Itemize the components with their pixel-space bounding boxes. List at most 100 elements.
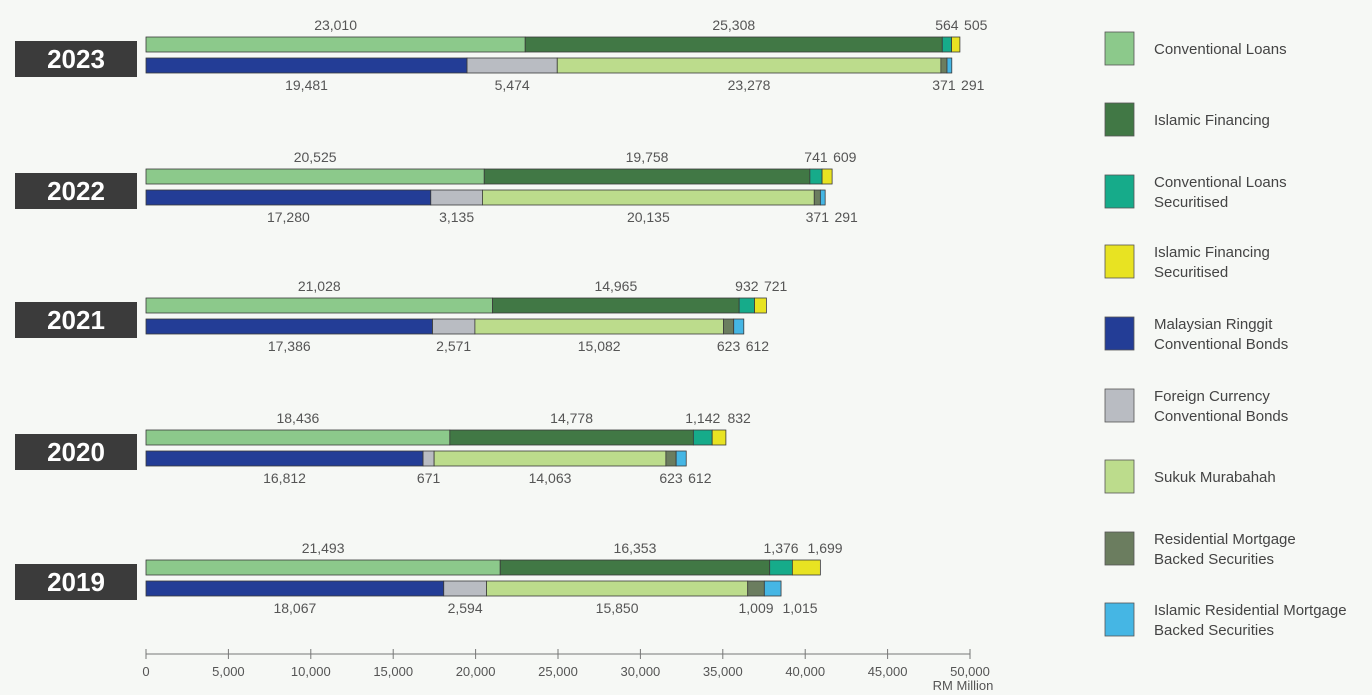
data-label: 1,376 [764, 540, 799, 556]
data-label: 1,009 [738, 600, 773, 616]
data-label: 3,135 [439, 209, 474, 225]
bar-segment-conv_loans [145, 559, 501, 576]
bar-segment-fx_bonds [443, 580, 487, 597]
legend-swatch [1104, 602, 1135, 637]
year-group-2022: 2022 20,525 19,758 741 609 17,280 3,135 20,135 3… [15, 149, 858, 225]
legend-item-sukuk: Sukuk Murabahah [1104, 459, 1276, 494]
data-label: 1,015 [782, 600, 817, 616]
bar-segment-islamic_fin_sec [791, 559, 821, 576]
bar-segment-islamic_fin [524, 36, 943, 53]
data-label: 14,778 [550, 410, 593, 426]
bar-segment-irmbs [733, 318, 745, 335]
bar-segment-sukuk [486, 580, 749, 597]
legend-swatch [1104, 531, 1135, 566]
year-badge [15, 564, 137, 600]
bar-segment-irmbs [675, 450, 687, 467]
legend-label: Conventional Bonds [1154, 336, 1288, 353]
year-group-2019: 2019 21,493 16,353 1,376 1,699 18,067 2,594 15,… [15, 540, 843, 616]
legend-swatch [1104, 316, 1135, 351]
data-label: 20,525 [294, 149, 337, 165]
legend-label: Conventional Bonds [1154, 408, 1288, 425]
bar-segment-sukuk [474, 318, 724, 335]
legend-item-irmbs: Islamic Residential Mortgage Backed Secur… [1104, 602, 1347, 639]
bar-segment-islamic_fin [449, 429, 694, 446]
x-tick-label: 50,000 [950, 664, 990, 679]
legend-item-conv_loans: Conventional Loans [1104, 31, 1287, 66]
data-label: 25,308 [712, 17, 755, 33]
legend-item-islamic_fin_sec: Islamic Financing Securitised [1104, 244, 1270, 281]
data-label: 15,850 [596, 600, 639, 616]
x-tick-label: 40,000 [785, 664, 825, 679]
legend-label: Backed Securities [1154, 622, 1274, 639]
legend-label: Securitised [1154, 194, 1228, 211]
legend-label: Securitised [1154, 264, 1228, 281]
bar-segment-conv_loans_sec [809, 168, 823, 185]
data-label: 17,280 [267, 209, 310, 225]
data-label: 23,010 [314, 17, 357, 33]
data-label: 671 [417, 470, 441, 486]
data-label: 1,699 [808, 540, 843, 556]
year-badge [15, 173, 137, 209]
legend-swatch [1104, 388, 1135, 423]
bar-segment-islamic_fin [483, 168, 811, 185]
legend-label: Malaysian Ringgit [1154, 316, 1273, 333]
bar-segment-islamic_fin_sec [951, 36, 961, 53]
x-tick-label: 45,000 [868, 664, 908, 679]
year-group-2021: 2021 21,028 14,965 932 721 17,386 2,571 15,082 6… [15, 278, 788, 354]
bar-segment-myr_bonds [145, 318, 433, 335]
legend-label: Backed Securities [1154, 551, 1274, 568]
data-label: 291 [834, 209, 858, 225]
bar-segment-islamic_fin_sec [711, 429, 727, 446]
data-label: 23,278 [728, 77, 771, 93]
data-label: 612 [746, 338, 770, 354]
bar-segment-conv_loans [145, 297, 493, 314]
bar-segment-conv_loans_sec [941, 36, 952, 53]
data-label: 15,082 [578, 338, 621, 354]
year-label: 2022 [47, 176, 105, 206]
bar-segment-islamic_fin_sec [754, 297, 767, 314]
data-label: 741 [804, 149, 828, 165]
legend-label: Islamic Financing [1154, 112, 1270, 129]
bar-segment-irmbs [819, 189, 826, 206]
bar-segment-fx_bonds [466, 57, 558, 74]
bar-segment-myr_bonds [145, 450, 424, 467]
bar-segment-sukuk [482, 189, 815, 206]
bar-segment-fx_bonds [432, 318, 476, 335]
legend-item-islamic_fin: Islamic Financing [1104, 102, 1270, 137]
year-group-2020: 2020 18,436 14,778 1,142 832 16,812 671 14,063 6… [15, 410, 751, 486]
legend-label: Conventional Loans [1154, 41, 1287, 58]
year-group-2023: 2023 23,010 25,308 564 505 19,481 5,474 23,278 3… [15, 17, 988, 93]
x-axis: 0 5,000 10,000 15,000 20,000 25,000 30,000 35,0… [142, 649, 993, 693]
bar-segment-sukuk [556, 57, 942, 74]
x-tick-label: 10,000 [291, 664, 331, 679]
data-label: 1,142 [685, 410, 720, 426]
data-label: 721 [764, 278, 788, 294]
data-label: 14,063 [529, 470, 572, 486]
x-tick-label: 20,000 [456, 664, 496, 679]
legend-label: Islamic Financing [1154, 244, 1270, 261]
bar-segment-irmbs [763, 580, 782, 597]
legend-label: Sukuk Murabahah [1154, 469, 1276, 486]
year-badge [15, 302, 137, 338]
legend-swatch [1104, 31, 1135, 66]
bar-segment-conv_loans [145, 429, 451, 446]
bar-segment-rmbs [723, 318, 735, 335]
bar-segment-rmbs [665, 450, 677, 467]
data-label: 18,436 [276, 410, 319, 426]
legend-item-myr_bonds: Malaysian Ringgit Conventional Bonds [1104, 316, 1288, 353]
data-label: 505 [964, 17, 988, 33]
data-label: 19,481 [285, 77, 328, 93]
data-label: 20,135 [627, 209, 670, 225]
data-label: 17,386 [268, 338, 311, 354]
bar-segment-conv_loans [145, 168, 485, 185]
legend-item-fx_bonds: Foreign Currency Conventional Bonds [1104, 388, 1288, 425]
year-label: 2020 [47, 437, 105, 467]
bar-segment-myr_bonds [145, 189, 432, 206]
x-tick-label: 5,000 [212, 664, 245, 679]
bar-segment-islamic_fin [499, 559, 771, 576]
bar-segment-rmbs [813, 189, 821, 206]
year-label: 2023 [47, 44, 105, 74]
legend: Conventional Loans Islamic Financing Conve… [1104, 31, 1347, 639]
bar-segment-myr_bonds [145, 57, 468, 74]
data-label: 291 [961, 77, 985, 93]
